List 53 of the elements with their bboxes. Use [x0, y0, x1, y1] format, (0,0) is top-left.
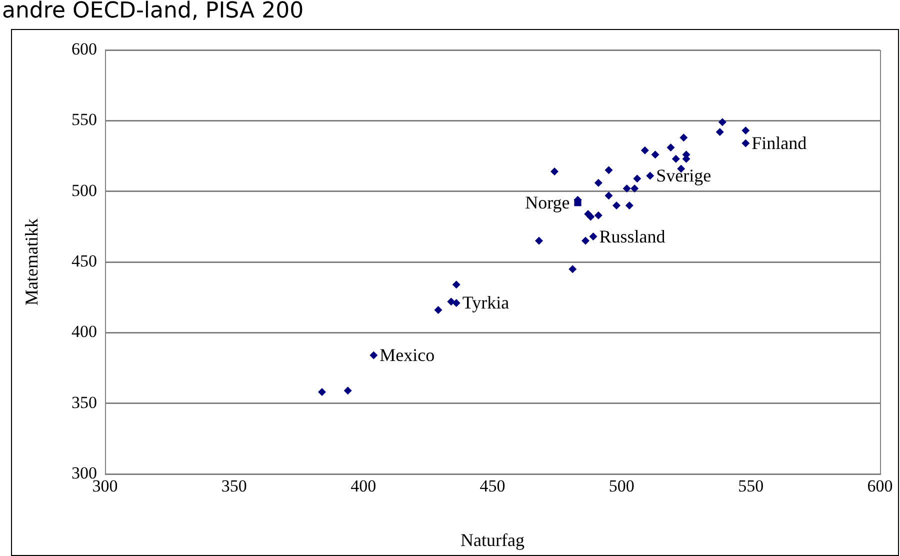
- point: [344, 386, 352, 395]
- point: [612, 201, 620, 210]
- point: [594, 211, 602, 220]
- y-tick-label: 500: [72, 180, 97, 200]
- point: [742, 139, 750, 148]
- point: [594, 178, 602, 187]
- point: [604, 192, 613, 200]
- point: [447, 298, 456, 306]
- point: [625, 201, 634, 210]
- point: [434, 306, 442, 314]
- x-tick-label: 450: [480, 476, 506, 496]
- point: [452, 298, 460, 307]
- point: [630, 184, 639, 193]
- point: [742, 126, 750, 135]
- point: [718, 118, 726, 126]
- point: [651, 150, 660, 159]
- x-tick-label: 350: [221, 476, 247, 496]
- y-tick-label: 400: [72, 322, 97, 342]
- annotation: Russland: [599, 226, 666, 246]
- point: [586, 212, 595, 221]
- y-axis-title: Matematikk: [22, 218, 42, 306]
- x-tick-label: 600: [867, 476, 893, 496]
- point: [582, 236, 590, 245]
- y-tick-label: 550: [72, 110, 97, 130]
- point: [672, 154, 680, 163]
- x-tick-label: 400: [350, 476, 376, 496]
- annotation: Finland: [752, 133, 807, 154]
- point: [589, 232, 598, 241]
- point: [318, 388, 326, 396]
- point: [370, 351, 378, 360]
- point: [622, 184, 631, 193]
- point: [535, 236, 543, 245]
- y-tick-label: 600: [72, 39, 97, 58]
- x-tick-label: 550: [738, 476, 764, 496]
- x-tick-label: 500: [608, 476, 634, 496]
- point: [680, 134, 688, 142]
- y-tick-label: 450: [72, 251, 97, 270]
- point: [716, 128, 724, 136]
- point: [633, 174, 642, 183]
- point: [604, 166, 613, 174]
- point: [568, 265, 577, 274]
- annotation: Sverige: [656, 166, 712, 186]
- point: [666, 144, 675, 152]
- y-tick-label: 350: [72, 392, 97, 412]
- annotation: Tyrkia: [462, 292, 510, 313]
- point: [640, 146, 649, 154]
- annotation: Norge: [525, 192, 570, 212]
- chart-title: andre OECD-land, PISA 200: [2, 0, 304, 24]
- x-axis-title: Naturfag: [460, 530, 524, 550]
- annotation: Mexico: [380, 345, 435, 366]
- point: [452, 280, 460, 289]
- point: [550, 168, 558, 176]
- point: [646, 172, 654, 180]
